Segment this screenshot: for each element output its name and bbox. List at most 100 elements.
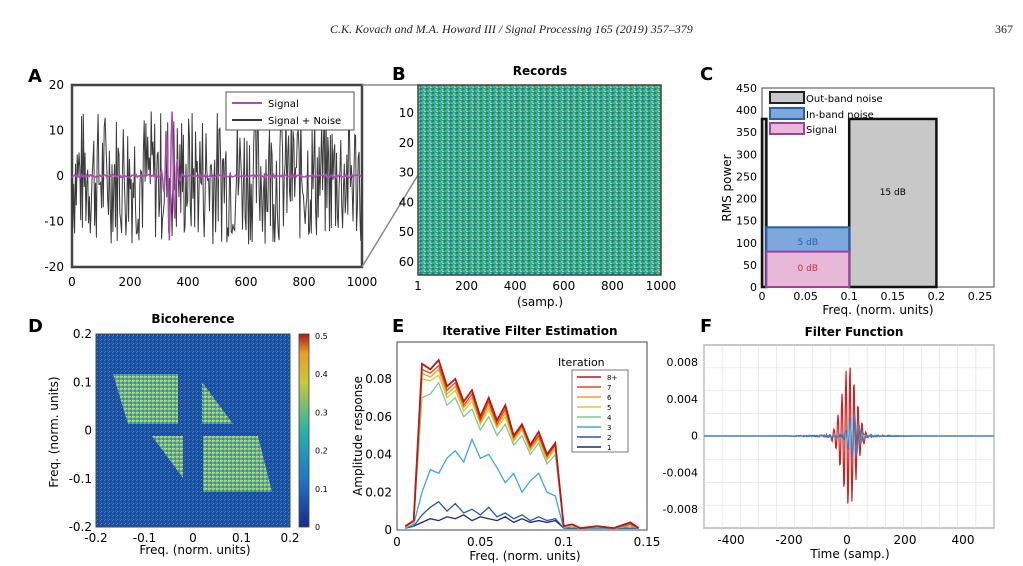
records-heatmap [417, 84, 662, 276]
panel-B-xtick: 200 [455, 279, 478, 293]
panel-B-xtick: 400 [504, 279, 527, 293]
panel-A-ytick: 10 [49, 124, 64, 138]
panel-C-ytick: 200 [736, 193, 757, 206]
colorbar-tick: 0.2 [315, 447, 328, 456]
colorbar-tick: 0 [315, 523, 320, 532]
panel-F-xtick: 200 [894, 533, 917, 547]
panel-B-ytick: 60 [399, 255, 414, 269]
panel-B-ytick: 10 [399, 106, 414, 120]
panel-A-letter: A [28, 66, 42, 87]
legend-signal-swatch-c [769, 122, 805, 135]
panel-E-xticks: 0 0.05 0.1 0.15 [393, 535, 660, 549]
panel-C-ytick: 150 [736, 215, 757, 228]
panel-F-ytick: 0.004 [667, 393, 699, 406]
panel-D-ytick: -0.2 [69, 520, 92, 534]
panel-B: Records 10 20 30 40 50 60 1 200 400 600 800 1000 (… [399, 64, 677, 309]
panel-F-xlabel: Time (samp.) [809, 547, 889, 561]
panel-B-xticks: 1 200 400 600 800 1000 [414, 279, 676, 293]
panel-E-xtick: 0 [393, 535, 401, 549]
panel-B-ytick: 20 [399, 136, 414, 150]
panel-A-xtick: 200 [119, 275, 142, 289]
panel-C-ytick: 250 [736, 170, 757, 183]
filter-blue-line [704, 413, 994, 459]
panel-F-xtick: -200 [775, 533, 802, 547]
legend-iteration-label: 4 [607, 414, 612, 422]
panel-F-ytick: -0.008 [663, 503, 698, 516]
panel-C-ytick: 0 [750, 281, 757, 294]
panel-F-xtick: 0 [843, 533, 851, 547]
panel-E-lines [404, 358, 640, 530]
panel-E-xtick: 0.1 [554, 535, 573, 549]
panel-C-ytick: 400 [736, 104, 757, 117]
outband-bar [847, 117, 938, 289]
panel-D: Bicoherence 0.2 0.1 0 -0.1 -0.2 -0.2 -0.1 0 0.1… [47, 312, 328, 557]
panel-D-yticks: 0.2 0.1 0 -0.1 -0.2 [69, 327, 92, 534]
panel-A-legend [225, 91, 355, 131]
panel-C-xtick: 0 [759, 290, 766, 303]
panel-D-xtick: 0.1 [232, 531, 251, 545]
panel-F-xticks: -400 -200 0 200 400 [717, 533, 974, 547]
panel-D-ytick: 0.2 [73, 327, 92, 341]
colorbar-tick: 0.4 [315, 370, 328, 379]
legend-iteration-label: 7 [607, 384, 611, 392]
panel-E-ylabel: Amplitude response [351, 376, 365, 496]
panel-D-letter: D [28, 316, 43, 337]
running-header: C.K. Kovach and M.A. Howard III / Signal… [330, 22, 693, 36]
panel-C-bars: 15 dB 5 dB 0 dB [760, 117, 938, 289]
panel-A-ytick: -10 [44, 215, 64, 229]
panel-A-xtick: 400 [177, 275, 200, 289]
panel-C-ytick: 450 [736, 82, 757, 95]
panel-E-ytick: 0.08 [365, 372, 392, 386]
colorbar-tick: 0.5 [315, 332, 328, 341]
panel-F-ytick: -0.004 [663, 466, 698, 479]
legend-iteration-label: 3 [607, 424, 611, 432]
panel-F: Filter Function 0.0080.0040-0.004-0.008 … [663, 325, 995, 561]
panel-E: Iterative Filter Estimation 0.08 0.06 0.04… [351, 324, 660, 563]
panel-C-xtick: 0.05 [793, 290, 818, 303]
panel-F-letter: F [700, 316, 712, 337]
panel-E-legend [571, 369, 629, 453]
panel-E-ytick: 0 [384, 523, 392, 537]
colorbar [298, 333, 310, 528]
bicoherence-heatmap [95, 333, 291, 528]
panel-A-xticks: 0 200 400 600 800 1000 [68, 275, 377, 289]
signal-bar [765, 250, 851, 288]
panel-B-xtick: 1 [414, 279, 422, 293]
colorbar-ticks: 0.5 0.4 0.3 0.2 0.1 0 [315, 332, 328, 532]
panel-C-ytick: 100 [736, 237, 757, 250]
page-number: 367 [995, 22, 1013, 36]
panel-A-xtick: 1000 [347, 275, 378, 289]
legend-outband-swatch [769, 91, 805, 104]
outband-db-label: 15 dB [880, 188, 906, 198]
panel-C-ylabel: RMS power [720, 154, 734, 221]
bico-region-ur [202, 382, 233, 424]
panel-E-title: Iterative Filter Estimation [442, 324, 617, 338]
panel-E-xlabel: Freq. (norm. units) [469, 549, 580, 563]
panel-F-ytick: 0.008 [667, 356, 699, 369]
panel-D-ylabel: Freq. (norm. units) [47, 376, 61, 487]
legend-iteration-label: 1 [607, 444, 611, 452]
panel-C-ytick: 350 [736, 126, 757, 139]
inband-db-label: 5 dB [798, 238, 818, 248]
panel-C-ytick: 300 [736, 148, 757, 161]
colorbar-tick: 0.3 [315, 408, 328, 417]
panel-E-xtick: 0.05 [467, 535, 494, 549]
panel-B-xlabel: (samp.) [517, 295, 563, 309]
panel-F-yticks: 0.008 0.004 0 -0.004 -0.008 [663, 356, 698, 516]
panel-C-xlabel: Freq. (norm. units) [822, 303, 933, 317]
panel-E-xtick: 0.15 [634, 535, 661, 549]
panel-D-xtick: -0.2 [84, 531, 107, 545]
signal-noise-line [71, 108, 363, 245]
panel-A-xtick: 600 [235, 275, 258, 289]
panel-C-xtick: 0.25 [968, 290, 993, 303]
signal-line [71, 111, 362, 241]
panel-D-xtick: -0.1 [133, 531, 156, 545]
legend-signal-label: Signal [268, 99, 299, 110]
bico-region-ul [113, 374, 178, 424]
legend-iteration-label: 6 [607, 394, 612, 402]
panel-E-ytick: 0.06 [365, 410, 392, 424]
panel-D-ytick: 0 [84, 424, 92, 438]
panel-A-ytick: 20 [49, 78, 64, 92]
panel-B-ytick: 30 [399, 166, 414, 180]
